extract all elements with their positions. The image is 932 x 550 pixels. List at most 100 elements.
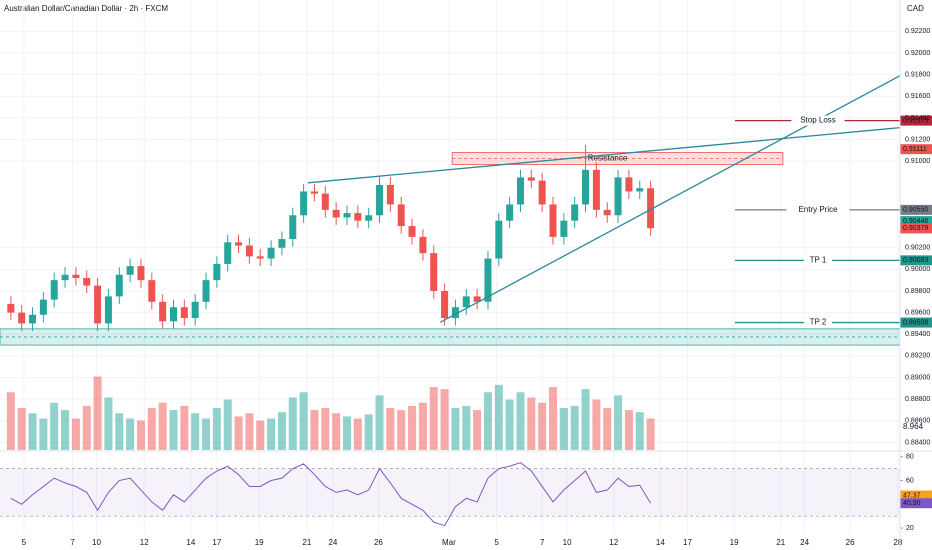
level-name-bg xyxy=(786,204,850,215)
chart-title: Australian Dollar/Canadian Dollar · 2h ·… xyxy=(4,4,168,13)
x-tick-label: 17 xyxy=(212,538,221,547)
y-tick-label: 0.92000 xyxy=(905,50,930,57)
y-tick-label: 0.91000 xyxy=(905,158,930,165)
candle-body xyxy=(419,236,427,254)
candle-body xyxy=(159,301,167,322)
price-label: 0.91375 xyxy=(903,117,928,124)
candle-body xyxy=(202,280,210,302)
candle-body xyxy=(83,278,91,286)
volume-bar xyxy=(169,410,178,450)
volume-bar xyxy=(483,392,492,450)
volume-bar xyxy=(581,389,590,450)
candle-body xyxy=(538,180,546,205)
candle-body xyxy=(441,290,449,319)
y-tick-label: 0.91400 xyxy=(905,115,930,122)
rsi-tick-label: 60 xyxy=(906,477,914,484)
rsi-marker-label: 40.90 xyxy=(903,500,921,507)
x-tick-label: 7 xyxy=(70,538,75,547)
candle-body xyxy=(94,285,102,324)
volume-bar xyxy=(223,399,232,450)
candle-body xyxy=(126,266,134,275)
x-tick-label: 5 xyxy=(494,538,499,547)
y-tick-label: 0.90000 xyxy=(905,266,930,273)
volume-bar xyxy=(440,389,449,450)
x-tick-label: 21 xyxy=(302,538,311,547)
rsi-marker-label: 47.37 xyxy=(903,492,921,499)
volume-bar xyxy=(212,408,221,450)
candle-body xyxy=(365,215,373,221)
volume-bar xyxy=(28,413,37,450)
candle-body xyxy=(636,188,644,192)
x-tick-label: 12 xyxy=(140,538,149,547)
volume-bar xyxy=(147,408,156,450)
volume-bar xyxy=(82,405,91,450)
rsi-line xyxy=(10,462,652,527)
candle-body xyxy=(376,184,384,216)
volume-bar xyxy=(592,399,601,450)
price-label-bg xyxy=(900,255,932,266)
volume-bar xyxy=(559,408,568,450)
candle-body xyxy=(137,266,145,281)
candle-body xyxy=(603,209,611,216)
volume-bar xyxy=(126,418,135,450)
x-tick-label: 24 xyxy=(800,538,809,547)
candle-body xyxy=(495,220,503,259)
candle-body xyxy=(430,253,438,291)
candle-body xyxy=(300,191,308,216)
rsi-tick-label: 80 xyxy=(906,454,914,461)
price-label: 0.90446 xyxy=(903,218,928,225)
volume-bar xyxy=(6,392,15,450)
y-tick-label: 0.88600 xyxy=(905,418,930,425)
candle-body xyxy=(484,258,492,302)
volume-bar xyxy=(245,413,254,450)
price-label: 0.90550 xyxy=(903,207,928,214)
volume-bar xyxy=(332,413,341,450)
volume-bar xyxy=(321,408,330,450)
volume-bar xyxy=(375,395,384,450)
volume-bar xyxy=(17,408,26,450)
volume-bar xyxy=(180,405,189,450)
candle-body xyxy=(245,245,253,257)
volume-bar xyxy=(277,412,286,450)
candle-body xyxy=(50,280,58,300)
level-name: TP 2 xyxy=(810,318,827,327)
candle-body xyxy=(625,177,633,192)
level-name: TP 1 xyxy=(810,255,827,264)
level-name-bg xyxy=(804,317,832,328)
volume-bar xyxy=(549,387,558,450)
y-tick-label: 0.89000 xyxy=(905,374,930,381)
candle-body xyxy=(408,226,416,237)
candle-body xyxy=(473,296,481,302)
y-tick-label: 0.88400 xyxy=(905,439,930,446)
x-tick-label: Mar xyxy=(442,538,456,547)
candle-body xyxy=(235,242,243,246)
candle-body xyxy=(386,184,394,205)
candle-body xyxy=(115,274,123,297)
price-label: 0.89508 xyxy=(903,319,928,326)
price-label: 0.90083 xyxy=(903,257,928,264)
candle-body xyxy=(592,169,600,210)
candle-body xyxy=(647,188,655,229)
volume-bar xyxy=(570,405,579,450)
volume-bar xyxy=(256,420,265,450)
y-tick-label: 0.88800 xyxy=(905,396,930,403)
candle-body xyxy=(571,204,579,221)
volume-bar xyxy=(473,410,482,450)
price-label-bg xyxy=(900,223,932,234)
y-tick-label: 0.89200 xyxy=(905,353,930,360)
x-tick-label: 19 xyxy=(730,538,739,547)
level-name: Entry Price xyxy=(798,205,838,214)
volume-bar xyxy=(310,410,319,450)
price-label: 0.90379 xyxy=(903,225,928,232)
candle-body xyxy=(104,296,112,324)
volume-bar xyxy=(538,402,547,450)
y-tick-label: 0.91800 xyxy=(905,71,930,78)
rsi-marker-bg xyxy=(900,490,932,501)
candle-body xyxy=(148,280,156,302)
candle-body xyxy=(354,213,362,221)
candle-body xyxy=(614,177,622,216)
volume-bar xyxy=(353,418,362,450)
volume-bar xyxy=(104,397,113,450)
